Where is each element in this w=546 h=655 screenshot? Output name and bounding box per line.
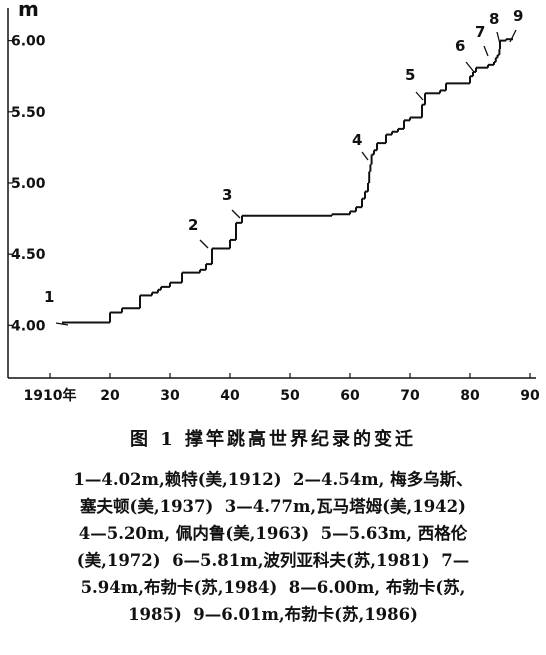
y-tick-label: 6.00: [11, 34, 46, 50]
annotation: 7: [475, 23, 485, 41]
annotation: 6: [455, 37, 465, 55]
note-line: 1985) 9—6.01m,布勃卡(苏,1986): [128, 605, 418, 624]
x-tick-label: 70: [400, 388, 420, 404]
x-tick-label: 40: [220, 388, 240, 404]
notes: 1—4.02m,赖特(美,1912) 2—4.54m, 梅多乌斯、 塞夫顿(美,1…: [0, 466, 546, 628]
annotation: 2: [188, 216, 198, 234]
annotation: 5: [405, 66, 415, 84]
annotation-leader: [361, 151, 369, 161]
x-tick-label: 80: [460, 388, 480, 404]
y-tick-label: 4.00: [11, 318, 46, 334]
x-tick-label: 1910年: [24, 387, 77, 404]
annotation-leader: [55, 322, 69, 326]
note-line: (美,1972) 6—5.81m,波列亚科夫(苏,1981) 7—: [76, 551, 470, 570]
annotation: 9: [513, 7, 523, 25]
x-tick-label: 50: [280, 388, 300, 404]
x-tick-label: 30: [160, 388, 180, 404]
x-tick-label: 60: [340, 388, 360, 404]
annotation-leader: [465, 61, 475, 73]
annotation-leader: [415, 91, 424, 101]
annotation: 1: [44, 288, 54, 306]
y-tick-label: 5.00: [11, 176, 46, 192]
note-line: 1—4.02m,赖特(美,1912) 2—4.54m, 梅多乌斯、: [73, 470, 473, 489]
y-tick-label: 5.50: [11, 105, 46, 121]
note-line: 5.94m,布勃卡(苏,1984) 8—6.00m, 布勃卡(苏,: [80, 578, 466, 597]
annotation-leader: [231, 209, 241, 219]
y-axis-label: m: [18, 0, 39, 21]
x-tick-label: 20: [100, 388, 120, 404]
annotation: 4: [352, 131, 362, 149]
chart: m 4.00 4.50 5.00 5.50 6.00 1910年 20 30 40 50 60 70 8…: [7, 0, 540, 404]
annotation: 8: [489, 10, 499, 28]
annotation-leader: [199, 239, 209, 249]
x-tick-label: 90: [520, 388, 540, 404]
note-line: 塞夫顿(美,1937) 3—4.77m,瓦马塔姆(美,1942): [80, 497, 466, 516]
caption: 图 1 撑竿跳高世界纪录的变迁: [129, 429, 417, 450]
annotation-leader: [483, 45, 489, 57]
annotation-leader: [496, 31, 501, 45]
annotation-leader: [509, 29, 517, 43]
annotation: 3: [222, 186, 232, 204]
y-tick-label: 4.50: [11, 247, 46, 263]
note-line: 4—5.20m, 佩内鲁(美,1963) 5—5.63m, 西格伦: [78, 524, 468, 543]
